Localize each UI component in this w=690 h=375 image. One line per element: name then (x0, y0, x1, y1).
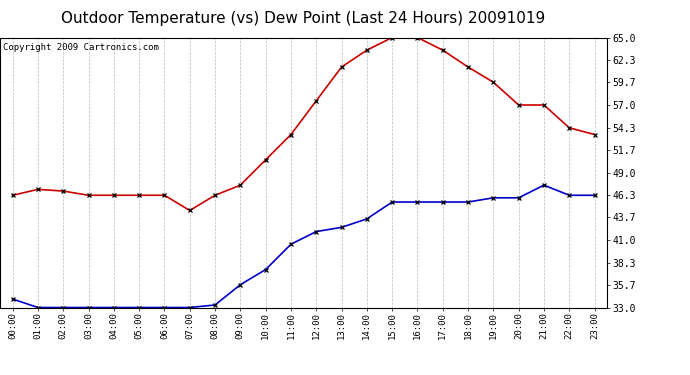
Text: Copyright 2009 Cartronics.com: Copyright 2009 Cartronics.com (3, 43, 159, 52)
Text: Outdoor Temperature (vs) Dew Point (Last 24 Hours) 20091019: Outdoor Temperature (vs) Dew Point (Last… (61, 11, 546, 26)
